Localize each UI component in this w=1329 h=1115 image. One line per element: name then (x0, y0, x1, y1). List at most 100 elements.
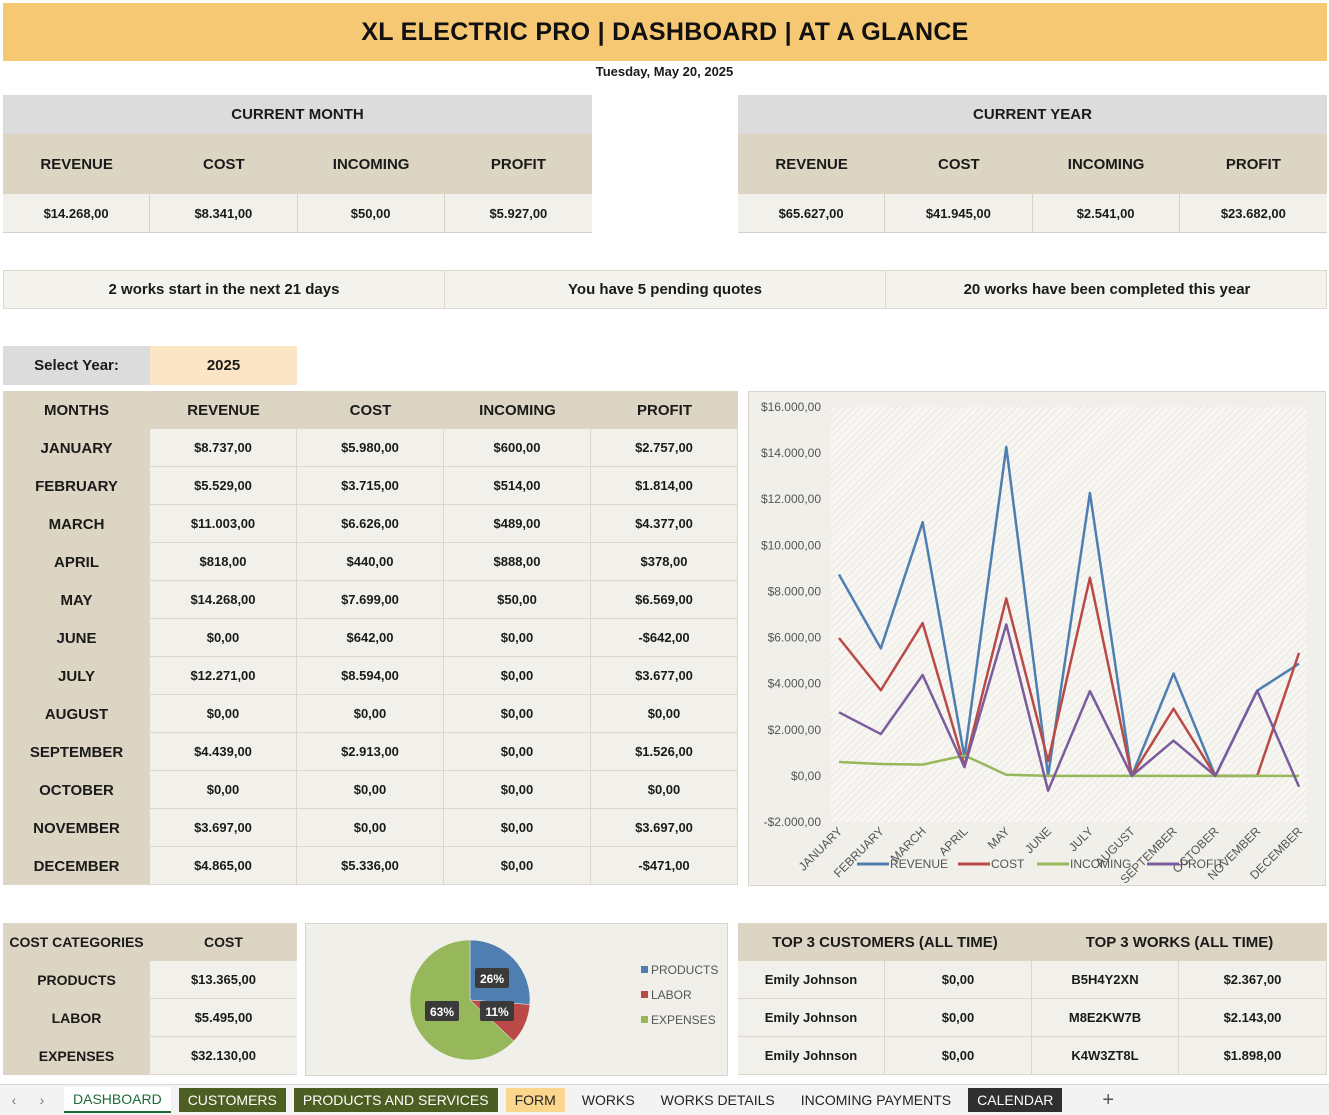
notice-upcoming-works[interactable]: 2 works start in the next 21 days (4, 271, 445, 308)
monthly-cell-revenue[interactable]: $3.697,00 (150, 809, 297, 847)
monthly-cell-incoming[interactable]: $514,00 (444, 467, 591, 505)
monthly-cell-profit[interactable]: -$471,00 (591, 847, 738, 885)
monthly-cell-cost[interactable]: $2.913,00 (297, 733, 444, 771)
monthly-cell-incoming[interactable]: $0,00 (444, 847, 591, 885)
year-revenue-value[interactable]: $65.627,00 (738, 194, 886, 233)
tab-dashboard[interactable]: DASHBOARD (64, 1087, 171, 1113)
monthly-cell-incoming[interactable]: $50,00 (444, 581, 591, 619)
monthly-cell-cost[interactable]: $440,00 (297, 543, 444, 581)
monthly-cell-revenue[interactable]: $11.003,00 (150, 505, 297, 543)
monthly-cell-incoming[interactable]: $0,00 (444, 657, 591, 695)
top-customer-value[interactable]: $0,00 (885, 1037, 1032, 1075)
tab-incoming-payments[interactable]: INCOMING PAYMENTS (800, 1092, 952, 1108)
monthly-cell-revenue[interactable]: $5.529,00 (150, 467, 297, 505)
monthly-cell-cost[interactable]: $5.336,00 (297, 847, 444, 885)
top-work-code[interactable]: K4W3ZT8L (1032, 1037, 1179, 1075)
tab-calendar[interactable]: CALENDAR (968, 1088, 1063, 1112)
top-customer-value[interactable]: $0,00 (885, 999, 1032, 1037)
notice-pending-quotes[interactable]: You have 5 pending quotes (445, 271, 886, 308)
chevron-left-icon[interactable]: ‹ (11, 1092, 17, 1108)
cost-header: COST (150, 923, 297, 961)
month-label: APRIL (3, 543, 150, 581)
year-cost-value[interactable]: $41.945,00 (885, 194, 1033, 233)
cost-pie-chart[interactable]: 26% 11% 63% PRODUCTS LABOR EXPENSES (305, 923, 728, 1076)
current-date: Tuesday, May 20, 2025 (595, 64, 734, 79)
cost-category-value[interactable]: $5.495,00 (150, 999, 297, 1037)
monthly-cell-profit[interactable]: $2.757,00 (591, 429, 738, 467)
select-year-input[interactable]: 2025 (150, 346, 297, 385)
cost-category-label: PRODUCTS (3, 961, 150, 999)
monthly-cell-revenue[interactable]: $4.865,00 (150, 847, 297, 885)
monthly-cell-profit[interactable]: $1.526,00 (591, 733, 738, 771)
monthly-cell-profit[interactable]: $6.569,00 (591, 581, 738, 619)
cost-category-value[interactable]: $32.130,00 (150, 1037, 297, 1075)
monthly-cell-revenue[interactable]: $12.271,00 (150, 657, 297, 695)
top-customer-name[interactable]: Emily Johnson (738, 1037, 885, 1075)
year-incoming-value[interactable]: $2.541,00 (1032, 194, 1180, 233)
top-work-value[interactable]: $2.367,00 (1179, 961, 1327, 999)
monthly-cell-incoming[interactable]: $888,00 (444, 543, 591, 581)
top-work-code[interactable]: M8E2KW7B (1032, 999, 1179, 1037)
tab-works[interactable]: WORKS (581, 1092, 635, 1108)
monthly-cell-cost[interactable]: $0,00 (297, 809, 444, 847)
monthly-cell-incoming[interactable]: $0,00 (444, 809, 591, 847)
monthly-cell-profit[interactable]: $3.677,00 (591, 657, 738, 695)
cost-category-value[interactable]: $13.365,00 (150, 961, 297, 999)
tab-customers[interactable]: CUSTOMERS (178, 1088, 286, 1112)
notice-completed-works[interactable]: 20 works have been completed this year (963, 281, 1251, 298)
monthly-cell-revenue[interactable]: $14.268,00 (150, 581, 297, 619)
top-work-code[interactable]: B5H4Y2XN (1032, 961, 1179, 999)
top-work-value[interactable]: $2.143,00 (1179, 999, 1327, 1037)
tab-form[interactable]: FORM (505, 1088, 565, 1112)
monthly-cell-incoming[interactable]: $0,00 (444, 695, 591, 733)
monthly-cell-revenue[interactable]: $0,00 (150, 619, 297, 657)
monthly-cell-cost[interactable]: $5.980,00 (297, 429, 444, 467)
monthly-cell-profit[interactable]: $0,00 (591, 695, 738, 733)
month-cost-value[interactable]: $8.341,00 (150, 194, 298, 233)
tab-products-and-services[interactable]: PRODUCTS AND SERVICES (293, 1088, 498, 1112)
monthly-cell-cost[interactable]: $0,00 (297, 771, 444, 809)
tab-works-details[interactable]: WORKS DETAILS (660, 1092, 775, 1108)
monthly-cell-cost[interactable]: $3.715,00 (297, 467, 444, 505)
monthly-cell-revenue[interactable]: $4.439,00 (150, 733, 297, 771)
monthly-cell-profit[interactable]: $3.697,00 (591, 809, 738, 847)
monthly-cell-cost[interactable]: $8.594,00 (297, 657, 444, 695)
top-work-value[interactable]: $1.898,00 (1179, 1037, 1327, 1075)
month-profit-value[interactable]: $5.927,00 (444, 194, 592, 233)
monthly-cell-profit[interactable]: $0,00 (591, 771, 738, 809)
monthly-cell-cost[interactable]: $6.626,00 (297, 505, 444, 543)
y-tick-label: $10.000,00 (761, 538, 821, 552)
x-tick-label: APRIL (936, 824, 971, 859)
monthly-cell-revenue[interactable]: $0,00 (150, 695, 297, 733)
monthly-cell-incoming[interactable]: $0,00 (444, 733, 591, 771)
monthly-cell-cost[interactable]: $642,00 (297, 619, 444, 657)
plus-icon[interactable]: + (1102, 1088, 1115, 1111)
top3-table: TOP 3 CUSTOMERS (ALL TIME) TOP 3 WORKS (… (738, 923, 1327, 1075)
monthly-cell-revenue[interactable]: $0,00 (150, 771, 297, 809)
monthly-cell-profit[interactable]: $378,00 (591, 543, 738, 581)
monthly-cell-revenue[interactable]: $8.737,00 (150, 429, 297, 467)
line-chart-svg: -$2.000,00 $0,00 $2.000,00 $4.000,00 $6.000,… (761, 400, 1307, 886)
chevron-right-icon[interactable]: › (39, 1092, 45, 1108)
top-customer-value[interactable]: $0,00 (885, 961, 1032, 999)
monthly-cell-incoming[interactable]: $489,00 (444, 505, 591, 543)
dashboard-title: XL ELECTRIC PRO | DASHBOARD | AT A GLANC… (3, 3, 1327, 61)
plot-area (831, 407, 1307, 822)
month-revenue-value[interactable]: $14.268,00 (3, 194, 151, 233)
monthly-cell-profit[interactable]: $4.377,00 (591, 505, 738, 543)
monthly-cell-profit[interactable]: -$642,00 (591, 619, 738, 657)
year-profit-value[interactable]: $23.682,00 (1179, 194, 1327, 233)
monthly-cell-profit[interactable]: $1.814,00 (591, 467, 738, 505)
monthly-cell-cost[interactable]: $7.699,00 (297, 581, 444, 619)
monthly-cell-incoming[interactable]: $600,00 (444, 429, 591, 467)
monthly-cell-revenue[interactable]: $818,00 (150, 543, 297, 581)
monthly-cell-cost[interactable]: $0,00 (297, 695, 444, 733)
monthly-line-chart[interactable]: -$2.000,00 $0,00 $2.000,00 $4.000,00 $6.000,… (748, 391, 1326, 886)
monthly-cell-incoming[interactable]: $0,00 (444, 771, 591, 809)
monthly-cell-incoming[interactable]: $0,00 (444, 619, 591, 657)
month-incoming-value[interactable]: $50,00 (297, 194, 445, 233)
top-customer-name[interactable]: Emily Johnson (738, 961, 885, 999)
top-customer-name[interactable]: Emily Johnson (738, 999, 885, 1037)
current-year-panel: CURRENT YEAR REVENUE COST INCOMING PROFI… (738, 95, 1327, 233)
pie-legend-label-products: PRODUCTS (651, 963, 718, 977)
